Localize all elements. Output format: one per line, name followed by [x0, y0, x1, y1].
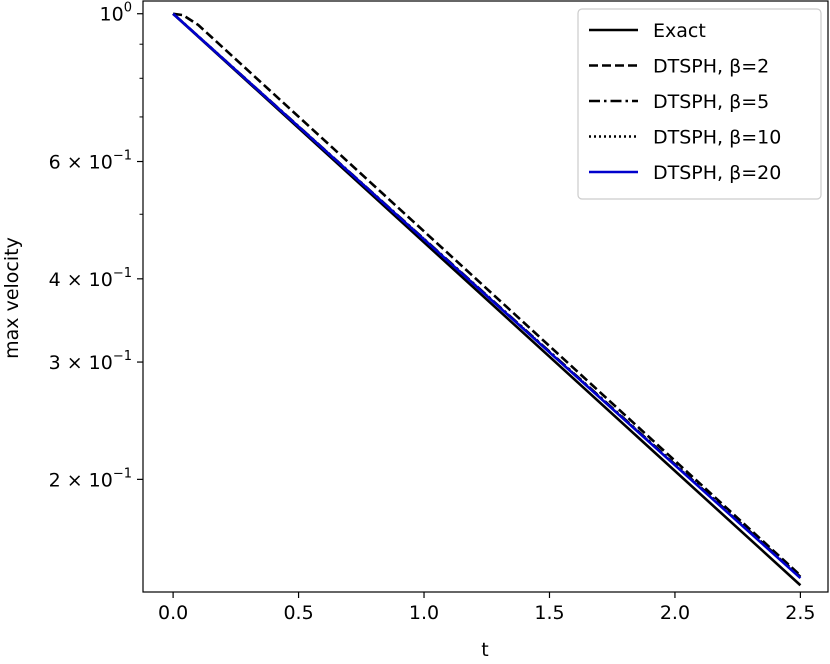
legend-label-2: DTSPH, β=5 [653, 91, 769, 113]
y-tick-label-2: 4 × 10−1 [49, 266, 132, 291]
y-tick-label-1: 6 × 10−1 [49, 149, 132, 174]
plot-frame [142, 0, 829, 593]
legend-label-0: Exact [653, 20, 706, 42]
x-tick-label-4: 2.0 [660, 602, 690, 624]
x-tick-label-0: 0.0 [158, 602, 188, 624]
x-tick-label-1: 0.5 [283, 602, 313, 624]
x-axis: 0.0 0.5 1.0 1.5 2.0 2.5 [158, 592, 816, 624]
series-line-1 [172, 12, 802, 577]
y-axis-label: max velocity [1, 237, 23, 359]
y-axis: 100 6 × 10−1 4 × 10−1 3 × 10−1 2 × 10−1 [49, 1, 143, 491]
legend-box [577, 8, 822, 200]
x-tick-label-3: 1.5 [534, 602, 564, 624]
x-axis-label: t [481, 639, 488, 661]
series-line-4 [172, 12, 802, 580]
legend-label-4: DTSPH, β=20 [653, 162, 781, 184]
y-tick-label-3: 3 × 10−1 [49, 349, 132, 374]
legend-label-1: DTSPH, β=2 [653, 56, 769, 78]
y-tick-label-4: 2 × 10−1 [49, 466, 132, 491]
x-tick-label-5: 2.5 [785, 602, 815, 624]
legend-label-3: DTSPH, β=10 [653, 127, 781, 149]
y-tick-label-0: 100 [100, 1, 132, 26]
x-tick-label-2: 1.0 [409, 602, 439, 624]
series-layer [172, 12, 802, 587]
legend: Exact DTSPH, β=2 DTSPH, β=5 DTSPH, β=10 DTSP… [577, 8, 822, 200]
